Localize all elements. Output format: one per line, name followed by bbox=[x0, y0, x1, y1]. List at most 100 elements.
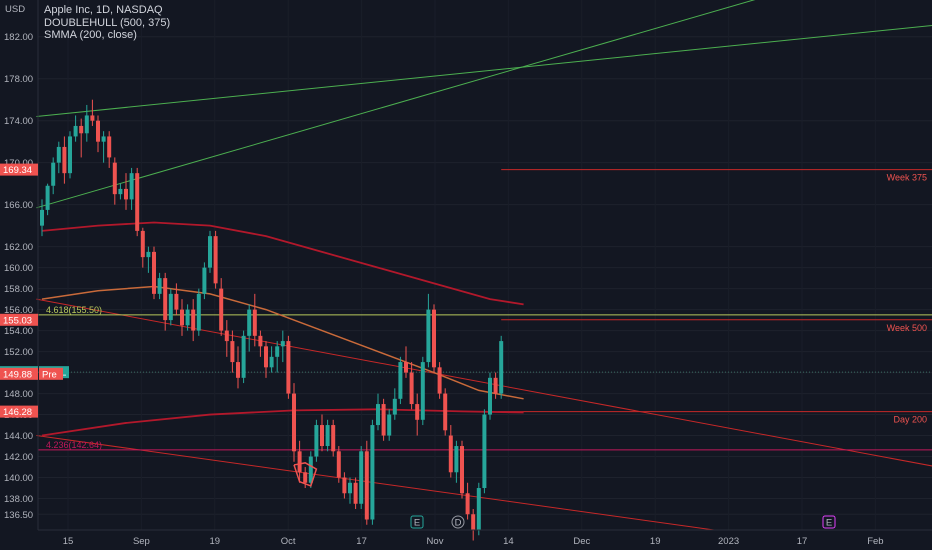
candle-body bbox=[376, 404, 380, 426]
y-tick-label: 148.00 bbox=[4, 389, 33, 400]
candle-body bbox=[420, 362, 425, 420]
x-tick-label: 19 bbox=[650, 536, 661, 547]
candle-body bbox=[252, 309, 257, 336]
y-tick-label: 140.00 bbox=[4, 473, 33, 484]
candle-body bbox=[152, 251, 156, 294]
y-tick-label: 156.00 bbox=[4, 305, 33, 316]
candle-body bbox=[157, 278, 162, 294]
candle-body bbox=[359, 451, 364, 504]
trend-line[interactable] bbox=[36, 0, 826, 209]
candle-body bbox=[426, 309, 431, 363]
candle-body bbox=[432, 309, 436, 368]
candle-body bbox=[308, 456, 313, 483]
candle-body bbox=[101, 136, 106, 142]
price-tag-value: 149.88 bbox=[3, 369, 32, 380]
trend-line[interactable] bbox=[36, 22, 932, 117]
y-tick-label: 142.00 bbox=[4, 452, 33, 463]
price-tag-name-box bbox=[39, 367, 63, 380]
candle-body bbox=[286, 341, 291, 394]
candle-body bbox=[230, 341, 235, 363]
candle-body bbox=[118, 188, 123, 195]
candle-body bbox=[364, 451, 369, 520]
candle-body bbox=[168, 293, 173, 321]
candle-body bbox=[241, 335, 246, 378]
candle-body bbox=[448, 435, 453, 473]
candle-body bbox=[443, 393, 448, 431]
chart-legend: Apple Inc, 1D, NASDAQ DOUBLEHULL (500, 3… bbox=[44, 4, 170, 42]
y-tick-label: 136.50 bbox=[4, 510, 33, 521]
trend-line[interactable] bbox=[36, 435, 715, 531]
candle-body bbox=[471, 514, 476, 530]
candle-body bbox=[292, 393, 296, 452]
candle-body bbox=[264, 346, 268, 368]
dividend-marker[interactable] bbox=[451, 515, 465, 529]
pattern-drawing[interactable] bbox=[293, 462, 318, 487]
level-label: Week 500 bbox=[887, 323, 927, 333]
candlesticks bbox=[40, 99, 504, 541]
candle-body bbox=[454, 446, 459, 473]
x-tick-label: 17 bbox=[356, 536, 367, 547]
candle-body bbox=[275, 346, 280, 357]
symbol-title[interactable]: Apple Inc, 1D, NASDAQ bbox=[44, 4, 163, 16]
candle-body bbox=[370, 425, 375, 520]
candle-body bbox=[124, 188, 128, 200]
candle-body bbox=[460, 446, 464, 494]
candle-body bbox=[191, 309, 196, 331]
x-tick-label: Nov bbox=[427, 536, 444, 547]
indicator-doublehull[interactable]: DOUBLEHULL (500, 375) bbox=[44, 16, 171, 29]
candle-body bbox=[465, 493, 470, 515]
candle-body bbox=[84, 115, 89, 134]
candle-body bbox=[135, 173, 140, 231]
candle-body bbox=[297, 451, 302, 473]
candle-body bbox=[353, 482, 358, 504]
indicator-series-line bbox=[41, 285, 524, 400]
y-tick-label: 166.00 bbox=[4, 200, 33, 211]
candle-body bbox=[68, 136, 72, 174]
candle-body bbox=[409, 372, 414, 405]
earnings-marker[interactable] bbox=[410, 515, 424, 529]
y-tick-label: 154.00 bbox=[4, 326, 33, 337]
y-tick-label: 152.00 bbox=[4, 347, 33, 358]
candle-body bbox=[45, 185, 50, 210]
candle-body bbox=[437, 367, 442, 394]
candle-body bbox=[196, 293, 201, 331]
level-label: Week 375 bbox=[887, 173, 927, 183]
x-tick-label: Oct bbox=[281, 536, 296, 547]
candle-body bbox=[381, 404, 386, 436]
y-tick-label: 158.00 bbox=[4, 284, 33, 295]
candle-body bbox=[185, 309, 190, 326]
candle-body bbox=[247, 309, 252, 336]
candle-body bbox=[482, 414, 487, 489]
horizontal-levels[interactable]: 4.618(155.50) 4.236(142.64) Week 375 Week 5… bbox=[38, 169, 932, 451]
candle-body bbox=[107, 136, 112, 158]
level-label: Day 200 bbox=[893, 415, 927, 425]
candle-body bbox=[213, 236, 218, 284]
candle-body bbox=[493, 377, 498, 394]
y-tick-label: 182.00 bbox=[4, 32, 33, 43]
candle-body bbox=[208, 236, 212, 268]
candle-body bbox=[236, 362, 240, 378]
candle-body bbox=[180, 309, 184, 326]
pattern-shape[interactable] bbox=[293, 462, 318, 487]
time-axis[interactable]: 15Sep19Oct17Nov14Dec19202317Feb14 bbox=[38, 529, 932, 547]
candle-body bbox=[202, 267, 207, 294]
candle-body bbox=[336, 451, 341, 478]
candle-body bbox=[62, 146, 67, 174]
candle-body bbox=[219, 288, 224, 331]
currency-label: USD bbox=[5, 4, 25, 15]
earnings-marker[interactable] bbox=[822, 515, 836, 529]
candle-body bbox=[269, 356, 274, 368]
indicator-smma[interactable]: SMMA (200, close) bbox=[44, 29, 137, 41]
candle-body bbox=[73, 125, 78, 137]
candle-body bbox=[387, 414, 392, 436]
y-tick-label: 178.00 bbox=[4, 74, 33, 85]
candle-body bbox=[56, 146, 61, 163]
candle-body bbox=[163, 278, 168, 321]
candle-body bbox=[129, 173, 134, 200]
x-tick-label: Sep bbox=[133, 536, 150, 547]
candle-body bbox=[488, 377, 492, 415]
candle-body bbox=[342, 477, 347, 494]
